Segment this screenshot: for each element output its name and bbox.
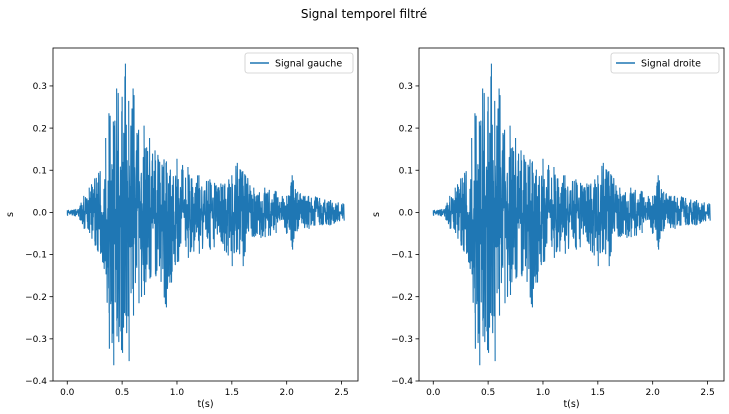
y-tick-label: 0.1	[33, 166, 47, 176]
signal-line	[432, 63, 711, 366]
x-tick-label: 2.5	[334, 388, 348, 398]
y-tick-label: 0.2	[33, 124, 47, 134]
y-tick-label: −0.1	[391, 251, 413, 261]
axes-frame	[418, 47, 725, 382]
legend-label: Signal droite	[641, 59, 701, 70]
figure-title: Signal temporel filtré	[301, 7, 427, 21]
legend: Signal gauche	[244, 52, 354, 74]
legend-label: Signal gauche	[275, 59, 342, 70]
y-tick-label: −0.4	[391, 377, 413, 387]
x-tick-label: 0.5	[481, 388, 495, 398]
y-tick-label: 0.3	[33, 82, 47, 92]
x-tick-label: 2.5	[700, 388, 714, 398]
y-tick-label: −0.1	[25, 251, 47, 261]
y-tick-label: 0.2	[399, 124, 413, 134]
y-tick-label: −0.2	[391, 293, 413, 303]
x-tick-label: 2.0	[280, 388, 295, 398]
x-axis-label: t(s)	[197, 399, 213, 410]
x-tick-label: 0.0	[60, 388, 75, 398]
y-tick-label: −0.2	[25, 293, 47, 303]
signal-line	[66, 63, 345, 366]
x-tick-label: 0.5	[115, 388, 129, 398]
x-tick-label: 1.0	[536, 388, 551, 398]
axes-frame	[52, 47, 359, 382]
y-axis-label: s	[5, 212, 16, 217]
legend-box	[610, 52, 720, 74]
x-tick-label: 1.5	[591, 388, 605, 398]
legend-box	[244, 52, 354, 74]
y-tick-label: −0.3	[391, 335, 413, 345]
y-tick-label: 0.0	[399, 209, 414, 219]
y-tick-label: 0.1	[399, 166, 413, 176]
y-tick-label: −0.3	[25, 335, 47, 345]
y-tick-label: 0.3	[399, 82, 413, 92]
y-axis-label: s	[371, 212, 382, 217]
x-axis-label: t(s)	[563, 399, 579, 410]
x-tick-label: 1.0	[170, 388, 185, 398]
y-tick-label: 0.0	[33, 209, 48, 219]
x-tick-label: 2.0	[646, 388, 661, 398]
left-subplot: 0.0 0.5 1.0 1.5 2.0 2.5 −0.4 −0.3 −0.2 −0.1 0.0 0.1…	[5, 47, 359, 410]
x-tick-label: 0.0	[426, 388, 441, 398]
y-tick-label: −0.4	[25, 377, 47, 387]
x-tick-label: 1.5	[225, 388, 239, 398]
legend: Signal droite	[610, 52, 720, 74]
right-subplot: 0.0 0.5 1.0 1.5 2.0 2.5 −0.4 −0.3 −0.2 −0.1 0.0 0.1…	[371, 47, 725, 410]
